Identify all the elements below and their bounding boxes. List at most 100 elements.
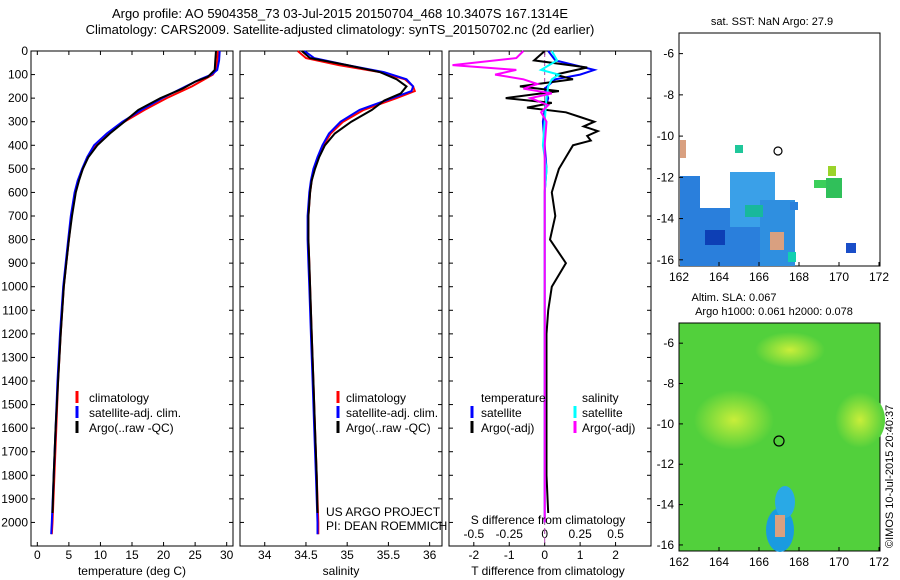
temperature-legend: climatology satellite-adj. clim. Argo(..… [75,391,181,435]
x-tick-label: 5 [66,548,73,562]
depth-tick-label: 1600 [1,421,28,435]
x-tick-label: 30 [220,548,234,562]
temperature-plot-frame [30,50,234,547]
depth-tick-label: 2000 [1,515,28,529]
x-tick-label: 1 [577,548,584,562]
series-line-salinity-argo-adj- [452,50,553,523]
x-tick-label: -1 [504,548,515,562]
sst-island [680,140,686,158]
depth-tick-label: 500 [8,162,28,176]
x-tick-label: -2 [468,548,479,562]
difference-series [452,50,601,523]
salinity-legend: climatology satellite-adj. clim. Argo(..… [326,391,447,533]
map-x-tick-label: 168 [789,270,809,284]
legend-argo: Argo(..raw -QC) [89,421,174,435]
map-y-tick-label: -10 [657,417,675,431]
difference-xlabel: T difference from climatology [471,564,625,578]
x-tick-label: 20 [157,548,171,562]
legend-t-argo: Argo(-adj) [481,421,534,435]
x-tick-label: 35.5 [377,548,401,562]
map-x-tick-label: 164 [709,270,729,284]
x-tick-label: 10 [94,548,108,562]
difference-xlabel-top: S difference from climatology [471,513,626,527]
salinity-series [297,50,417,535]
map-y-tick-label: -10 [657,129,675,143]
series-line-argo-raw-qc- [51,50,217,514]
sst-cell [745,205,763,217]
salinity-xlabel: salinity [323,564,360,578]
temperature-xlabel: temperature (deg C) [78,564,186,578]
depth-tick-label: 1700 [1,445,28,459]
salinity-plot-frame [239,50,443,547]
sst-cell [788,252,796,262]
map-y-tick-label: -6 [663,336,674,350]
sst-cell [846,243,856,253]
depth-tick-label: 300 [8,115,28,129]
map-x-tick-label: 166 [749,270,769,284]
map-y-tick-label: -12 [657,457,675,471]
map-x-tick-label: 170 [829,270,849,284]
credit-line1: US ARGO PROJECT [326,505,441,519]
temperature-axis: 0 5 10 15 20 25 30 [34,51,234,562]
map-x-tick-label: 170 [829,555,849,569]
depth-axis: 0 100 200 300 400 500 600 700 800 900 1000 1100 1200… [1,44,651,529]
map-y-tick-label: -16 [657,253,675,267]
sst-cell [826,178,842,198]
depth-tick-label: 1400 [1,374,28,388]
sla-low [775,486,795,518]
legend-satellite: satellite-adj. clim. [346,406,438,420]
header-line1: Argo profile: AO 5904358_73 03-Jul-2015 … [112,6,568,21]
x-tick-label-s: 0.25 [568,527,592,541]
x-tick-label: 34 [258,548,272,562]
depth-tick-label: 1000 [1,280,28,294]
sla-high [835,392,885,448]
sla-title-line2: Argo h1000: 0.061 h2000: 0.078 [695,306,853,318]
sla-argo-position [773,435,785,447]
x-tick-label-s: -0.5 [463,527,484,541]
legend-salinity-title: salinity [582,391,619,405]
map-x-tick-label: 164 [709,555,729,569]
depth-tick-label: 400 [8,138,28,152]
depth-tick-label: 200 [8,91,28,105]
sla-map-field [694,332,885,552]
sst-cell [705,230,725,245]
legend-climatology: climatology [346,391,406,405]
sst-cell [735,145,743,153]
sla-high [755,332,825,368]
footer-timestamp: ©IMOS 10-Jul-2015 20:40:37 [884,405,896,548]
sla-map-axes: 162 164 166 168 170 172 -6 -8 -10 -12 -14 -16 [657,336,890,569]
depth-tick-label: 1200 [1,327,28,341]
map-y-tick-label: -12 [657,170,675,184]
map-y-tick-label: -8 [663,88,674,102]
map-y-tick-label: -14 [657,498,675,512]
depth-tick-label: 1300 [1,350,28,364]
sst-cell [828,166,836,176]
legend-argo: Argo(..raw -QC) [346,421,431,435]
map-y-tick-label: -6 [663,47,674,61]
x-tick-label: 34.5 [294,548,318,562]
depth-tick-label: 100 [8,68,28,82]
legend-s-argo: Argo(-adj) [582,421,635,435]
sst-cell [814,180,826,188]
series-line-argo-raw-qc- [301,50,408,514]
credit-line2: PI: DEAN ROEMMICH [326,519,447,533]
x-tick-label: 0 [541,548,548,562]
map-x-tick-label: 162 [669,555,689,569]
depth-tick-label: 1500 [1,398,28,412]
x-tick-label: 25 [188,548,202,562]
x-tick-label-s: 0.5 [607,527,624,541]
sla-high [694,390,774,450]
depth-tick-label: 1100 [2,303,28,317]
depth-tick-label: 600 [8,185,28,199]
map-y-tick-label: -16 [657,538,675,552]
x-tick-label: 35 [341,548,355,562]
temperature-series [50,50,221,535]
map-y-tick-label: -14 [657,212,675,226]
depth-tick-label: 0 [21,44,28,58]
legend-s-satellite: satellite [582,406,623,420]
x-tick-label: 15 [125,548,139,562]
map-x-tick-label: 166 [749,555,769,569]
map-y-tick-label: -8 [663,377,674,391]
legend-climatology: climatology [89,391,149,405]
